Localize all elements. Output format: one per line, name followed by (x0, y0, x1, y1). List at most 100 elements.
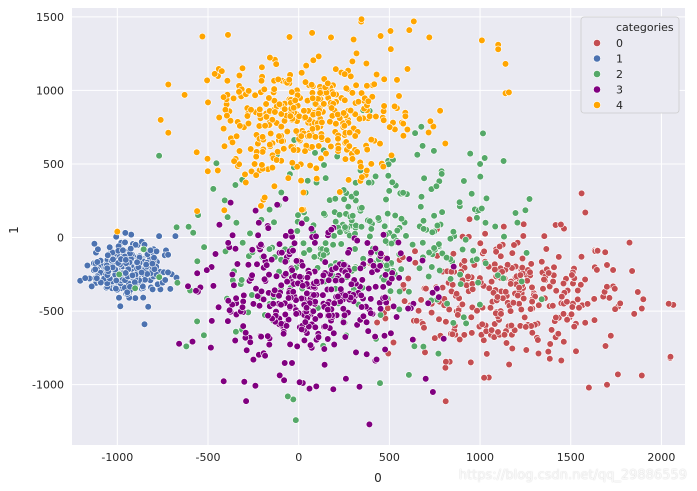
point-category-3 (265, 271, 273, 279)
point-category-4 (268, 164, 277, 172)
point-category-0 (514, 291, 522, 300)
point-category-3 (203, 266, 211, 274)
point-category-2 (459, 245, 467, 254)
point-category-0 (577, 253, 586, 261)
point-category-4 (274, 148, 282, 156)
point-category-2 (405, 371, 413, 379)
x-tick-label: 500 (379, 451, 400, 464)
point-category-0 (492, 248, 500, 256)
point-category-3 (285, 316, 293, 324)
point-category-0 (558, 293, 566, 301)
point-category-2 (376, 379, 384, 387)
point-category-0 (638, 304, 646, 313)
point-category-2 (340, 195, 348, 203)
point-category-3 (209, 282, 217, 290)
point-category-3 (353, 237, 361, 245)
point-category-2 (209, 185, 217, 193)
point-category-3 (312, 278, 321, 286)
point-category-4 (277, 110, 285, 118)
point-category-2 (433, 221, 442, 230)
point-category-2 (310, 253, 318, 261)
point-category-0 (528, 283, 536, 292)
legend-label-0: 0 (616, 37, 623, 50)
point-category-2 (446, 235, 455, 243)
point-category-4 (223, 111, 231, 120)
point-category-4 (354, 98, 363, 106)
point-category-3 (316, 311, 324, 320)
point-category-3 (376, 262, 384, 270)
point-category-3 (329, 385, 337, 393)
point-category-3 (240, 378, 248, 386)
point-category-2 (438, 249, 446, 257)
point-category-2 (430, 212, 438, 220)
point-category-3 (299, 262, 307, 270)
point-category-3 (261, 352, 269, 360)
point-category-4 (271, 108, 279, 116)
point-category-3 (242, 397, 250, 405)
point-category-3 (364, 327, 372, 335)
point-category-3 (282, 270, 290, 278)
point-category-4 (387, 45, 395, 53)
point-category-3 (282, 322, 291, 330)
point-category-3 (224, 317, 232, 325)
point-category-0 (399, 281, 408, 289)
point-category-3 (306, 341, 315, 349)
point-category-2 (265, 245, 274, 253)
point-category-0 (570, 323, 578, 331)
x-tick-label: 1500 (557, 451, 585, 464)
point-category-0 (460, 331, 468, 339)
point-category-4 (306, 161, 314, 170)
point-category-0 (560, 338, 568, 346)
point-category-3 (334, 292, 342, 301)
point-category-0 (574, 286, 582, 295)
point-category-3 (311, 323, 319, 331)
point-category-2 (432, 182, 441, 190)
point-category-2 (482, 259, 490, 267)
point-category-3 (254, 231, 262, 239)
point-category-4 (281, 105, 289, 113)
point-category-4 (236, 122, 244, 130)
point-category-4 (297, 177, 305, 185)
point-category-3 (327, 285, 335, 294)
point-category-4 (290, 104, 298, 112)
points-layer (76, 15, 677, 429)
point-category-3 (319, 271, 328, 279)
point-category-4 (362, 59, 371, 68)
point-category-3 (387, 329, 395, 337)
point-category-4 (425, 33, 433, 42)
point-category-0 (590, 295, 598, 303)
point-category-4 (313, 175, 321, 183)
point-category-0 (544, 348, 552, 356)
point-category-3 (367, 248, 375, 257)
point-category-2 (417, 123, 425, 131)
point-category-0 (568, 271, 576, 279)
point-category-2 (337, 240, 345, 248)
point-category-4 (257, 77, 266, 85)
point-category-2 (525, 195, 534, 203)
point-category-3 (249, 300, 257, 308)
point-category-3 (395, 274, 403, 282)
point-category-0 (634, 288, 642, 296)
point-category-0 (496, 242, 504, 251)
point-category-4 (203, 76, 211, 84)
point-category-4 (348, 57, 357, 66)
point-category-3 (339, 305, 347, 313)
point-category-3 (207, 344, 215, 352)
point-category-4 (292, 127, 300, 135)
point-category-1 (116, 302, 124, 310)
point-category-4 (347, 72, 355, 80)
point-category-4 (223, 77, 231, 85)
point-category-4 (315, 52, 323, 61)
point-category-0 (549, 302, 557, 310)
point-category-2 (365, 179, 373, 187)
point-category-3 (289, 247, 297, 255)
point-category-2 (344, 203, 352, 211)
point-category-0 (528, 298, 536, 306)
point-category-4 (300, 107, 308, 115)
point-category-3 (357, 291, 365, 300)
point-category-2 (466, 150, 474, 158)
point-category-3 (320, 345, 328, 353)
legend-marker-0 (593, 39, 601, 47)
point-category-3 (288, 266, 296, 274)
point-category-3 (296, 273, 304, 281)
